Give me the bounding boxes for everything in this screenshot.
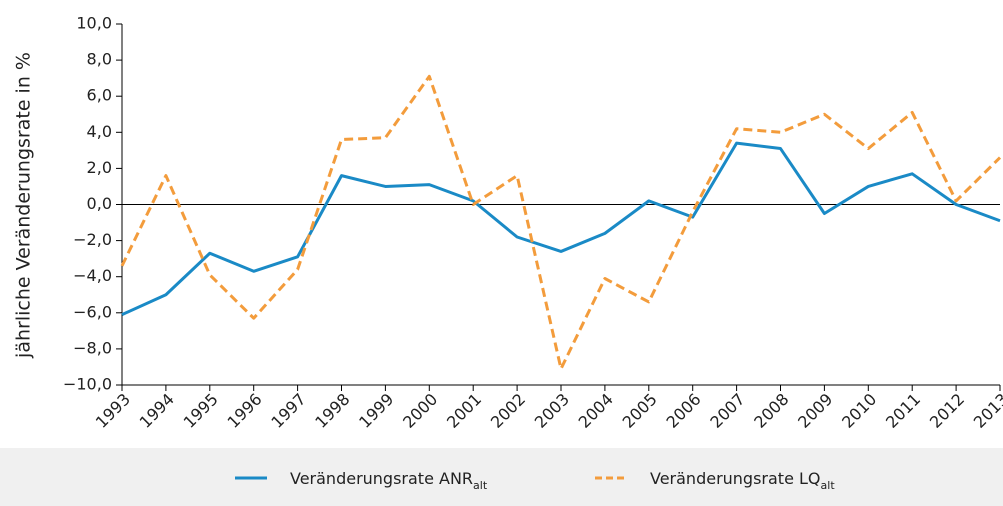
x-tick-label: 1994: [136, 390, 178, 432]
y-axis-label: jährliche Veränderungsrate in %: [13, 52, 35, 359]
x-tick-label: 2003: [531, 390, 573, 432]
x-tick-label: 2009: [794, 390, 836, 432]
y-tick-label: 2,0: [87, 158, 112, 177]
x-tick-label: 1996: [223, 390, 265, 432]
series-line: [120, 74, 1002, 371]
x-tick-label: 2005: [619, 390, 661, 432]
x-tick-label: 2013: [970, 390, 1003, 432]
legend-subscript: alt: [473, 479, 488, 492]
y-tick-label: −8,0: [73, 338, 112, 357]
legend-name: Veränderungsrate ANR: [290, 469, 473, 488]
y-tick-label: −2,0: [73, 230, 112, 249]
x-tick-label: 2011: [882, 390, 924, 432]
y-tick-label: 10,0: [76, 14, 112, 33]
y-tick-label: −4,0: [73, 266, 112, 285]
series-line: [121, 141, 1001, 316]
x-tick-label: 2002: [487, 390, 529, 432]
x-tick-label: 2006: [662, 390, 704, 432]
x-tick-label: 2008: [750, 390, 792, 432]
legend-background: [0, 448, 1003, 506]
x-tick-label: 2010: [838, 390, 880, 432]
y-tick-label: 6,0: [87, 86, 112, 105]
y-tick-label: 4,0: [87, 122, 112, 141]
x-tick-label: 1995: [180, 390, 222, 432]
x-tick-label: 2012: [926, 390, 968, 432]
x-tick-label: 1999: [355, 390, 397, 432]
x-tick-label: 2000: [399, 390, 441, 432]
legend-subscript: alt: [821, 479, 836, 492]
y-tick-label: −10,0: [63, 375, 112, 394]
legend-label: Veränderungsrate ANRalt: [290, 469, 488, 492]
y-tick-label: 8,0: [87, 50, 112, 69]
legend-name: Veränderungsrate LQ: [650, 469, 821, 488]
x-tick-label: 1997: [267, 390, 309, 432]
y-tick-label: −6,0: [73, 302, 112, 321]
y-tick-label: 0,0: [87, 194, 112, 213]
x-tick-label: 1993: [92, 390, 134, 432]
x-tick-label: 2001: [443, 390, 485, 432]
x-tick-label: 2007: [706, 390, 748, 432]
legend-label: Veränderungsrate LQalt: [650, 469, 835, 492]
x-tick-label: 2004: [575, 390, 617, 432]
x-tick-label: 1998: [311, 390, 353, 432]
